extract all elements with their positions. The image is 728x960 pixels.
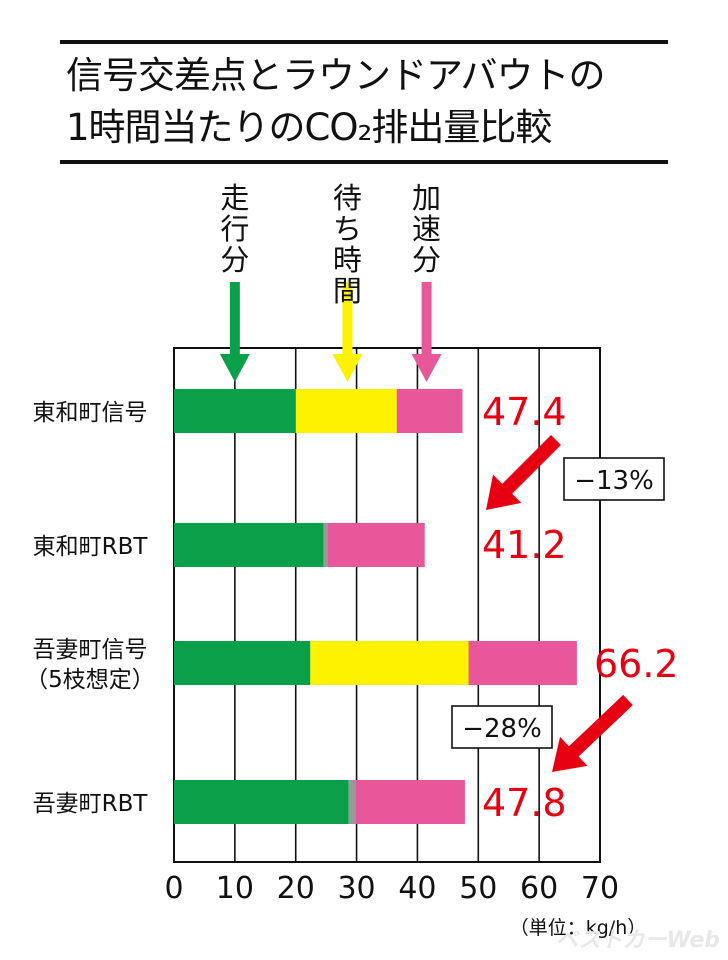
reduction-label-0: −13% xyxy=(574,466,654,496)
bar-segment-3-2 xyxy=(355,780,465,824)
legend-arrow-shaft-1 xyxy=(342,282,353,356)
bar-segment-3-0 xyxy=(174,780,349,824)
x-tick-label-30: 30 xyxy=(337,871,375,906)
legend-label-0-2: 分 xyxy=(220,243,249,277)
legend-label-2-2: 分 xyxy=(412,243,441,277)
bar-segment-1-2 xyxy=(327,523,425,567)
x-tick-label-60: 60 xyxy=(520,871,558,906)
bar-segment-1-0 xyxy=(174,523,324,567)
reduction-box-0 xyxy=(563,457,665,501)
x-tick-label-20: 20 xyxy=(277,871,315,906)
total-label-2: 66.2 xyxy=(594,642,679,686)
chart-title-line-1: 信号交差点とラウンドアバウトの xyxy=(66,54,606,97)
legend-arrow-shaft-2 xyxy=(421,282,432,356)
watermark-logo: ベストカーWeb xyxy=(556,928,720,953)
chart-title-line-2: 1時間当たりのCO₂排出量比較 xyxy=(66,106,552,149)
legend-label-1-0: 待 xyxy=(333,181,362,215)
category-label-1-0: 東和町RBT xyxy=(33,534,149,560)
bar-segment-0-2 xyxy=(396,389,463,433)
legend-arrow-shaft-0 xyxy=(229,282,240,356)
x-tick-label-50: 50 xyxy=(459,871,497,906)
x-tick-label-10: 10 xyxy=(216,871,254,906)
legend-arrow-head-2 xyxy=(411,354,442,382)
total-label-3: 47.8 xyxy=(482,781,567,825)
bar-segment-0-0 xyxy=(174,389,296,433)
category-label-2-0: 吾妻町信号 xyxy=(33,637,148,663)
total-label-0: 47.4 xyxy=(482,390,567,434)
legend-label-2-0: 加 xyxy=(412,181,441,215)
bar-segment-3-1 xyxy=(348,780,356,824)
legend-label-0-1: 行 xyxy=(220,212,249,246)
legend-label-1-3: 間 xyxy=(333,274,362,308)
category-label-3-0: 吾妻町RBT xyxy=(33,791,149,817)
plot-frame xyxy=(173,347,601,863)
reduction-arrow-1 xyxy=(552,694,633,772)
legend-arrow-head-0 xyxy=(219,354,250,382)
bar-segment-0-1 xyxy=(295,389,397,433)
reduction-arrow-0 xyxy=(486,435,561,510)
bar-segment-2-1 xyxy=(310,641,469,685)
legend-arrow-head-1 xyxy=(332,354,363,382)
legend-label-0-0: 走 xyxy=(220,181,249,215)
category-label-2-1: （5枝想定） xyxy=(25,667,155,693)
bar-segment-1-1 xyxy=(323,523,328,567)
category-label-0-0: 東和町信号 xyxy=(33,400,148,426)
reduction-label-1: −28% xyxy=(462,714,542,744)
legend-label-1-2: 時 xyxy=(333,243,362,277)
bar-segment-2-2 xyxy=(468,641,577,685)
x-tick-label-70: 70 xyxy=(581,871,619,906)
x-tick-label-40: 40 xyxy=(398,871,436,906)
total-label-1: 41.2 xyxy=(482,523,567,567)
unit-label: （単位：kg/h） xyxy=(510,917,647,939)
title-block: 信号交差点とラウンドアバウトの 1時間当たりのCO₂排出量比較 xyxy=(60,40,668,164)
legend-label-1-1: ち xyxy=(333,212,362,246)
bar-segment-2-0 xyxy=(174,641,311,685)
reduction-box-1 xyxy=(451,705,553,749)
legend-label-2-1: 速 xyxy=(412,212,441,246)
x-tick-label-0: 0 xyxy=(164,871,183,906)
